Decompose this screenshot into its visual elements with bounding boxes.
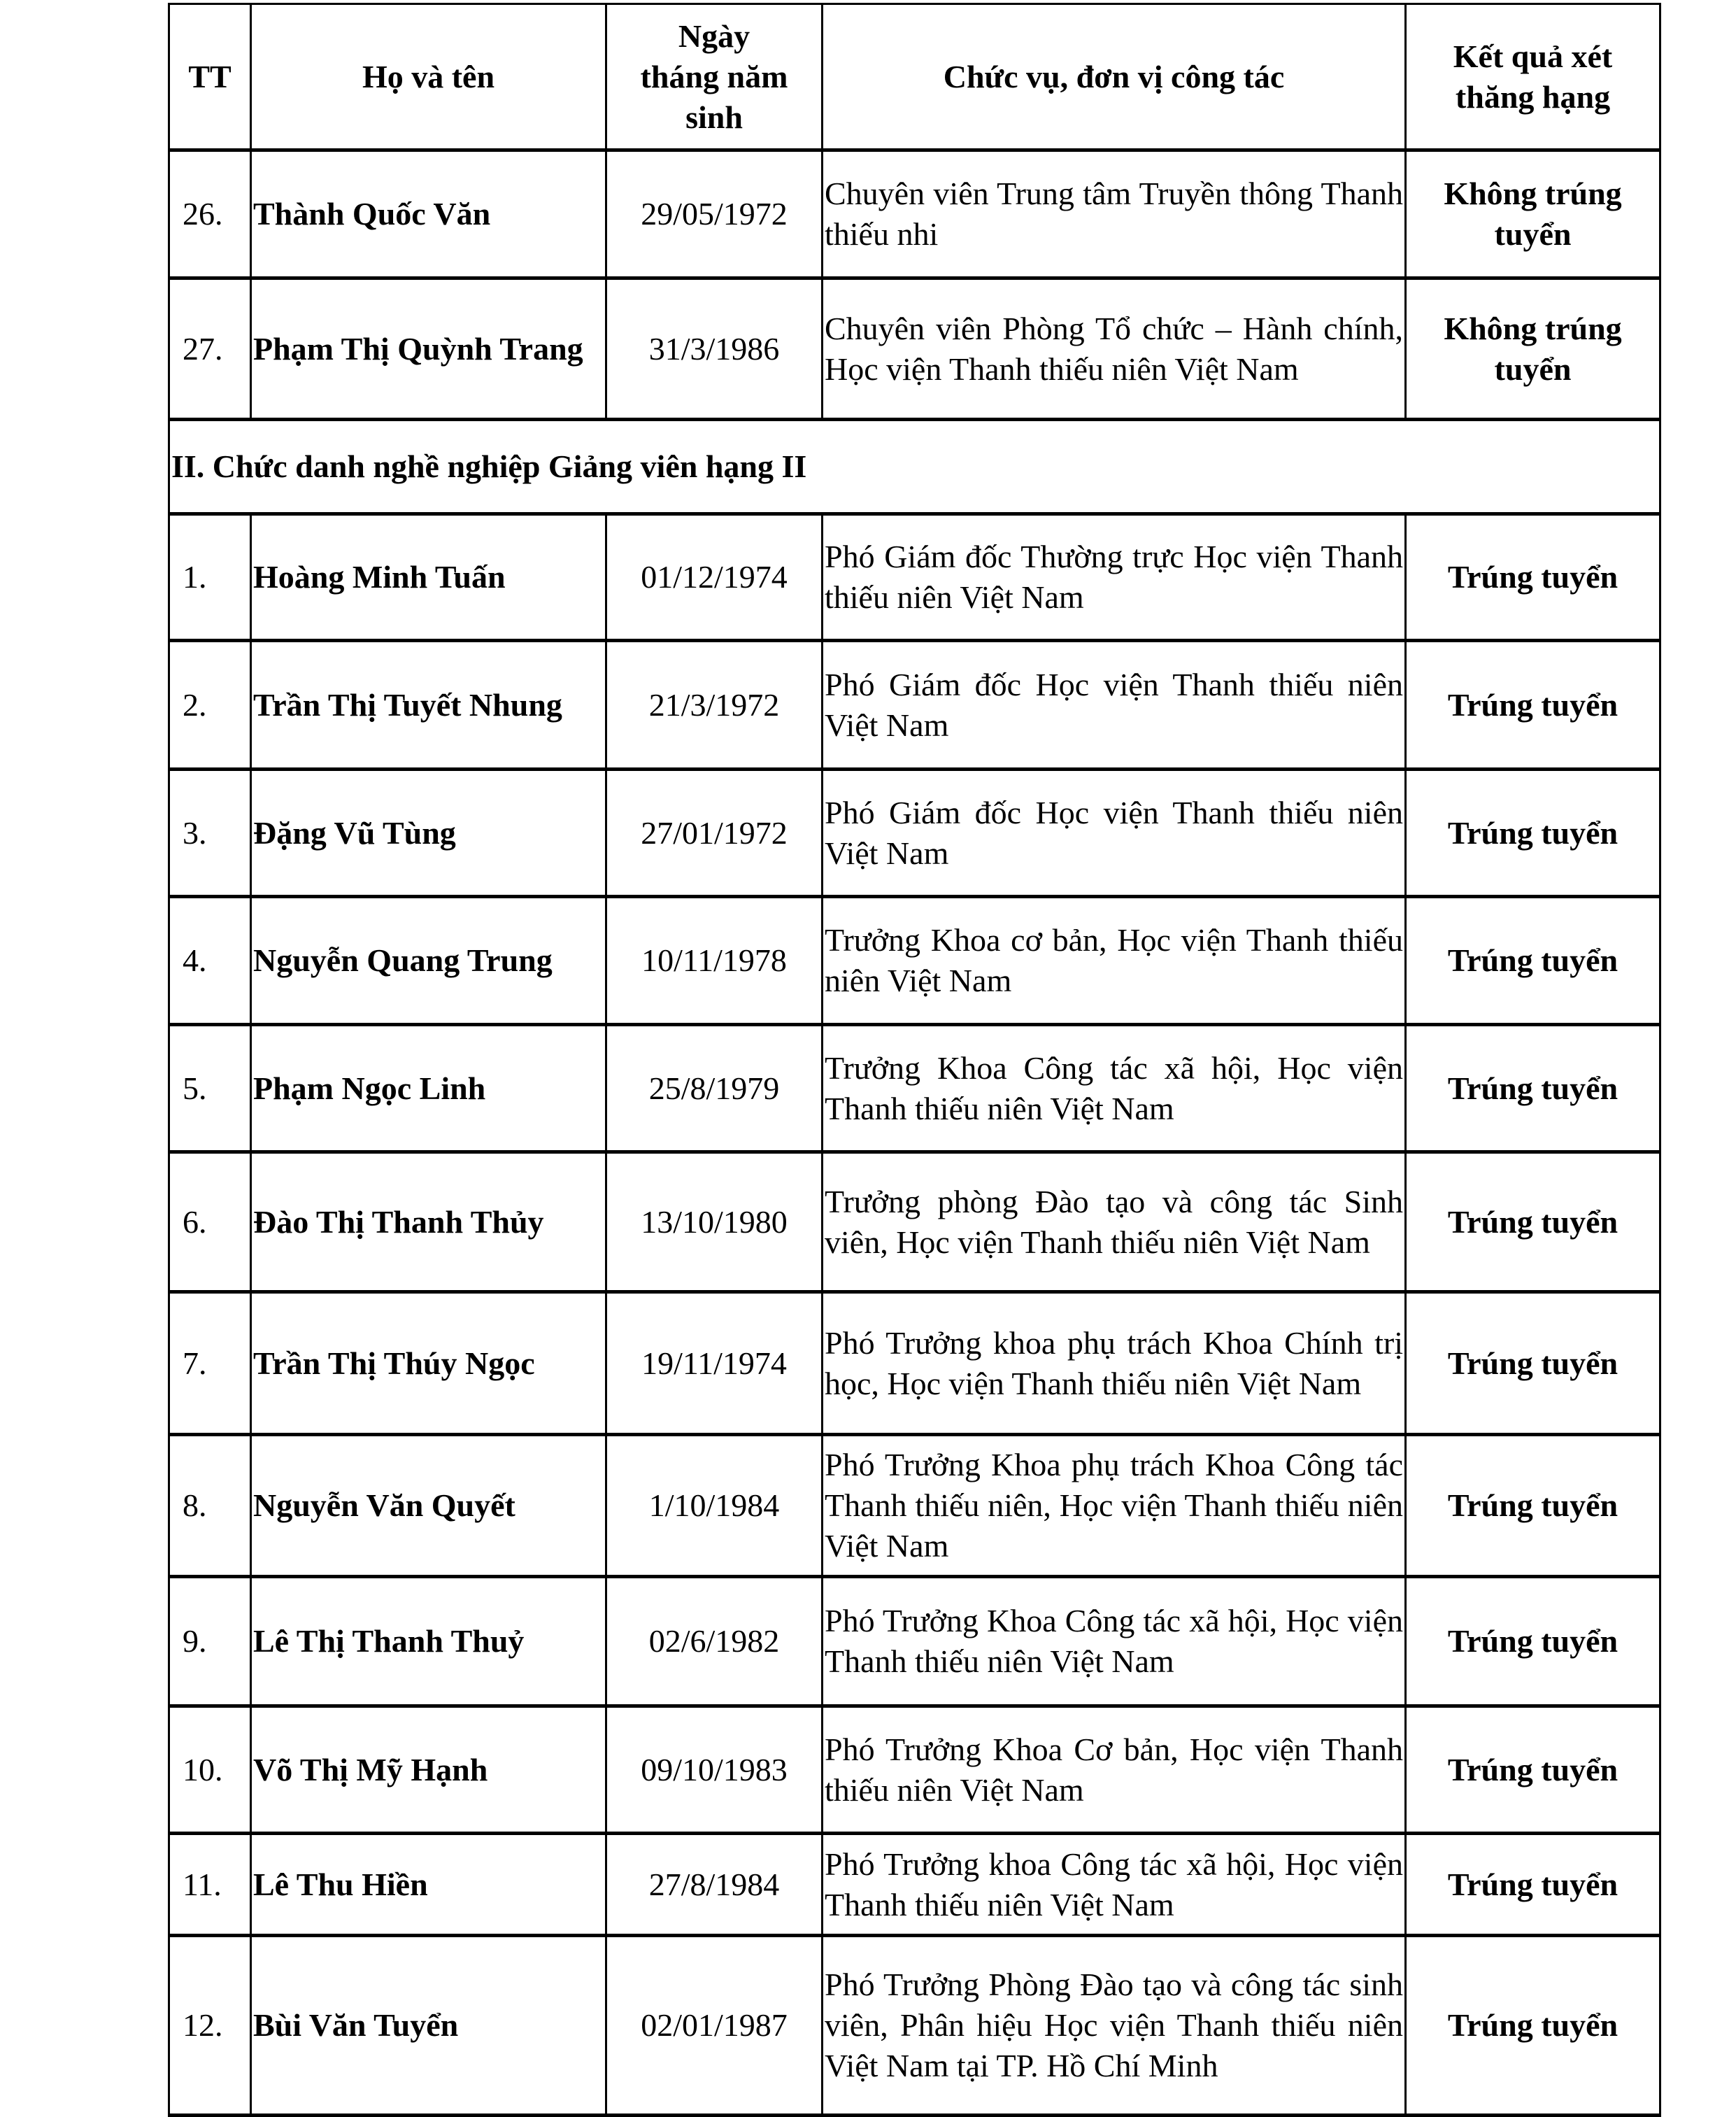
birth-date: 13/10/1980 — [605, 1151, 823, 1293]
row-number: 26. — [168, 149, 252, 279]
row-number: 9. — [168, 1576, 252, 1707]
person-name: Lê Thị Thanh Thuỷ — [250, 1576, 607, 1707]
birth-date: 21/3/1972 — [605, 639, 823, 770]
person-name: Nguyễn Văn Quyết — [250, 1433, 607, 1578]
result-status: Trúng tuyển — [1404, 639, 1661, 770]
birth-date: 10/11/1978 — [605, 895, 823, 1026]
birth-date: 27/01/1972 — [605, 768, 823, 898]
birth-date: 1/10/1984 — [605, 1433, 823, 1578]
result-status: Trúng tuyển — [1404, 1151, 1661, 1293]
result-status: Trúng tuyển — [1404, 1291, 1661, 1436]
person-name: Trần Thị Tuyết Nhung — [250, 639, 607, 770]
table-header-row: TT Họ và tên Ngày tháng năm sinh Chức vụ… — [168, 3, 1661, 151]
position-unit: Trưởng Khoa cơ bản, Học viện Thanh thiếu… — [821, 895, 1407, 1026]
header-dob: Ngày tháng năm sinh — [605, 3, 823, 151]
table-row: 7. Trần Thị Thúy Ngọc 19/11/1974 Phó Trưởng… — [168, 1291, 1661, 1436]
person-name: Đặng Vũ Tùng — [250, 768, 607, 898]
position-unit: Phó Trưởng khoa Công tác xã hội, Học việ… — [821, 1832, 1407, 1937]
person-name: Trần Thị Thúy Ngọc — [250, 1291, 607, 1436]
result-status: Trúng tuyển — [1404, 1934, 1661, 2116]
table-row: 6. Đào Thị Thanh Thủy 13/10/1980 Trưởng phò… — [168, 1151, 1661, 1293]
row-number: 8. — [168, 1433, 252, 1578]
result-status: Trúng tuyển — [1404, 1433, 1661, 1578]
row-number: 12. — [168, 1934, 252, 2116]
person-name: Hoàng Minh Tuấn — [250, 513, 607, 642]
person-name: Phạm Thị Quỳnh Trang — [250, 277, 607, 420]
birth-date: 27/8/1984 — [605, 1832, 823, 1937]
table-row: 9. Lê Thị Thanh Thuỷ 02/6/1982 Phó Trưởng K… — [168, 1576, 1661, 1707]
table-row: 3. Đặng Vũ Tùng 27/01/1972 Phó Giám đốc Học… — [168, 768, 1661, 898]
birth-date: 29/05/1972 — [605, 149, 823, 279]
section-row: II. Chức danh nghề nghiệp Giảng viên hạn… — [168, 418, 1661, 515]
birth-date: 19/11/1974 — [605, 1291, 823, 1436]
position-unit: Phó Trưởng Khoa Cơ bản, Học viện Thanh t… — [821, 1705, 1407, 1834]
position-unit: Phó Trưởng Khoa phụ trách Khoa Công tác … — [821, 1433, 1407, 1578]
birth-date: 02/01/1987 — [605, 1934, 823, 2116]
result-status: Trúng tuyển — [1404, 768, 1661, 898]
position-unit: Trưởng Khoa Công tác xã hội, Học viện Th… — [821, 1024, 1407, 1153]
person-name: Võ Thị Mỹ Hạnh — [250, 1705, 607, 1834]
birth-date: 09/10/1983 — [605, 1705, 823, 1834]
birth-date: 31/3/1986 — [605, 277, 823, 420]
position-unit: Phó Giám đốc Học viện Thanh thiếu niên V… — [821, 768, 1407, 898]
position-unit: Phó Giám đốc Thường trực Học viện Thanh … — [821, 513, 1407, 642]
person-name: Lê Thu Hiền — [250, 1832, 607, 1937]
position-unit: Trưởng phòng Đào tạo và công tác Sinh vi… — [821, 1151, 1407, 1293]
result-status: Trúng tuyển — [1404, 1576, 1661, 1707]
row-number: 6. — [168, 1151, 252, 1293]
person-name: Thành Quốc Văn — [250, 149, 607, 279]
row-number: 2. — [168, 639, 252, 770]
position-unit: Phó Trưởng Khoa Công tác xã hội, Học việ… — [821, 1576, 1407, 1707]
table-row: 4. Nguyễn Quang Trung 10/11/1978 Trưởng Kho… — [168, 895, 1661, 1026]
table-row: 5. Phạm Ngọc Linh 25/8/1979 Trưởng Khoa Côn… — [168, 1024, 1661, 1153]
table-row: 12. Bùi Văn Tuyển 02/01/1987 Phó Trưởng Phò… — [168, 1934, 1661, 2116]
table-row: 8. Nguyễn Văn Quyết 1/10/1984 Phó Trưởng Kh… — [168, 1433, 1661, 1578]
table-row: 2. Trần Thị Tuyết Nhung 21/3/1972 Phó Giám … — [168, 639, 1661, 770]
person-name: Nguyễn Quang Trung — [250, 895, 607, 1026]
row-number: 10. — [168, 1705, 252, 1834]
position-unit: Phó Giám đốc Học viện Thanh thiếu niên V… — [821, 639, 1407, 770]
table-row: 26. Thành Quốc Văn 29/05/1972 Chuyên viên T… — [168, 149, 1661, 279]
header-name: Họ và tên — [250, 3, 607, 151]
person-name: Phạm Ngọc Linh — [250, 1024, 607, 1153]
birth-date: 25/8/1979 — [605, 1024, 823, 1153]
result-status: Không trúng tuyển — [1404, 277, 1661, 420]
birth-date: 01/12/1974 — [605, 513, 823, 642]
header-result: Kết quả xét thăng hạng — [1404, 3, 1661, 151]
row-number: 1. — [168, 513, 252, 642]
birth-date: 02/6/1982 — [605, 1576, 823, 1707]
position-unit: Phó Trưởng Phòng Đào tạo và công tác sin… — [821, 1934, 1407, 2116]
table-row: 10. Võ Thị Mỹ Hạnh 09/10/1983 Phó Trưởng Kh… — [168, 1705, 1661, 1834]
result-status: Trúng tuyển — [1404, 895, 1661, 1026]
person-name: Bùi Văn Tuyển — [250, 1934, 607, 2116]
result-status: Trúng tuyển — [1404, 1832, 1661, 1937]
row-number: 27. — [168, 277, 252, 420]
table-row: 27. Phạm Thị Quỳnh Trang 31/3/1986 Chuyên v… — [168, 277, 1661, 420]
row-number: 3. — [168, 768, 252, 898]
row-number: 7. — [168, 1291, 252, 1436]
position-unit: Chuyên viên Trung tâm Truyền thông Thanh… — [821, 149, 1407, 279]
result-status: Trúng tuyển — [1404, 1024, 1661, 1153]
results-table: TT Họ và tên Ngày tháng năm sinh Chức vụ… — [168, 3, 1661, 2117]
position-unit: Chuyên viên Phòng Tổ chức – Hành chính, … — [821, 277, 1407, 420]
result-status: Trúng tuyển — [1404, 513, 1661, 642]
row-number: 11. — [168, 1832, 252, 1937]
result-status: Không trúng tuyển — [1404, 149, 1661, 279]
table-row: 1. Hoàng Minh Tuấn 01/12/1974 Phó Giám đốc … — [168, 513, 1661, 642]
position-unit: Phó Trưởng khoa phụ trách Khoa Chính trị… — [821, 1291, 1407, 1436]
row-number: 4. — [168, 895, 252, 1026]
section-title: II. Chức danh nghề nghiệp Giảng viên hạn… — [168, 418, 1661, 515]
header-position: Chức vụ, đơn vị công tác — [821, 3, 1407, 151]
row-number: 5. — [168, 1024, 252, 1153]
person-name: Đào Thị Thanh Thủy — [250, 1151, 607, 1293]
table-row: 11. Lê Thu Hiền 27/8/1984 Phó Trưởng khoa C… — [168, 1832, 1661, 1937]
result-status: Trúng tuyển — [1404, 1705, 1661, 1834]
header-tt: TT — [168, 3, 252, 151]
